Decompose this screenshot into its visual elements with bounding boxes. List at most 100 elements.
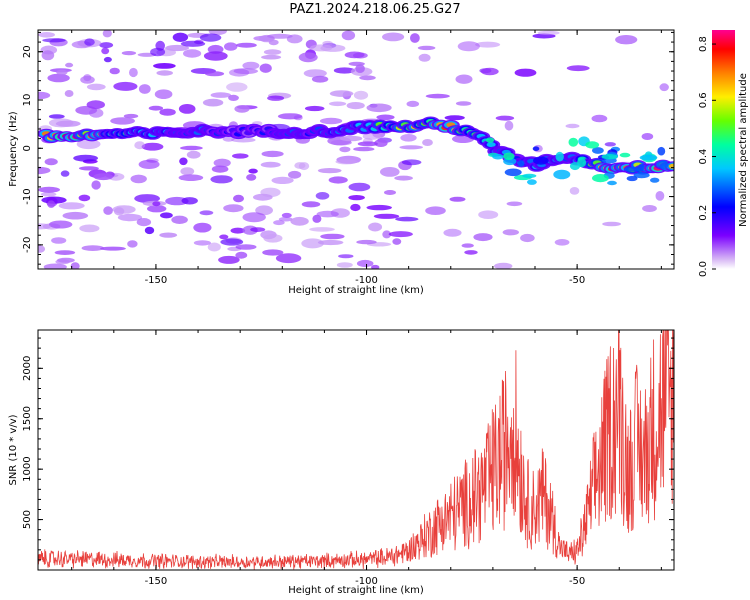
spectrogram-noise-blob <box>400 134 417 142</box>
spectrogram-noise-blob <box>261 54 282 60</box>
y-tick-label: -10 <box>22 188 33 204</box>
snr-series-line <box>38 330 674 570</box>
colorbar-ticks: 0.0 0.2 0.4 0.6 0.8 <box>698 36 716 277</box>
spectrogram-noise-blob <box>388 231 413 238</box>
spectrogram-ridge-blob <box>485 137 495 143</box>
spectrogram-ridge-blob <box>527 179 537 185</box>
spectrogram-noise-blob <box>504 120 514 131</box>
spectrogram-noise-blob <box>298 52 318 63</box>
y-tick-label: -20 <box>22 237 33 253</box>
spectrogram-ridge-blob <box>626 175 638 182</box>
spectrogram-noise-blob <box>425 93 450 99</box>
spectrogram-noise-blob <box>422 139 433 146</box>
spectrogram-noise-blob <box>144 226 155 235</box>
spectrogram-noise-blob <box>180 145 203 151</box>
spectrogram-noise-blob <box>642 205 657 212</box>
spectrogram-noise-blob <box>335 159 358 165</box>
spectrogram-noise-blob <box>348 182 371 192</box>
spectrogram-noise-blob <box>235 244 257 250</box>
spectrogram-noise-blob <box>159 108 176 116</box>
spectrogram-noise-blob <box>180 40 206 47</box>
y-tick-label: 2000 <box>22 356 33 381</box>
spectrogram-noise-blob <box>410 33 420 43</box>
spectrogram-noise-blob <box>355 64 365 73</box>
spectrogram-noise-blob <box>193 240 211 246</box>
spectrogram-noise-blob <box>207 242 221 252</box>
spectrogram-noise-blob <box>154 89 173 99</box>
spectrogram-noise-blob <box>473 233 493 242</box>
spectrogram-noise-blob <box>506 201 523 207</box>
spectrogram-noise-blob <box>328 176 348 184</box>
spectrogram-noise-blob <box>172 32 189 42</box>
spectrogram-noise-blob <box>65 62 74 68</box>
spectrogram-noise-blob <box>202 98 224 107</box>
spectrogram-noise-blob <box>277 113 303 120</box>
spectrogram-noise-blob <box>152 201 161 207</box>
spectrogram-noise-blob <box>494 262 513 269</box>
spectrogram-noise-blob <box>141 142 164 151</box>
spectrogram-noise-blob <box>371 264 380 269</box>
spectrogram-noise-blob <box>113 81 138 91</box>
spectrogram-noise-blob <box>233 194 244 203</box>
spectrogram-noise-blob <box>148 105 164 111</box>
spectrogram-noise-blob <box>319 117 343 125</box>
spectrogram-noise-blob <box>641 133 654 140</box>
spectrogram-noise-blob <box>213 158 231 168</box>
snr-y-axis-label: SNR (10 * v/v) <box>8 414 19 485</box>
spectrogram-noise-blob <box>47 200 56 208</box>
spectrogram-noise-blob <box>376 114 395 121</box>
spectrogram-noise-blob <box>159 232 178 238</box>
spectrogram-ridge-blob <box>592 174 609 183</box>
spectrogram-noise-blob <box>353 52 368 59</box>
spectrogram-noise-blob <box>211 165 229 173</box>
spectrogram-noise-blob <box>56 69 68 76</box>
spectrogram-noise-blob <box>222 136 235 142</box>
spectrogram-noise-blob <box>100 246 126 251</box>
spectrogram-noise-blob <box>443 228 462 237</box>
spectrogram-noise-blob <box>43 263 67 269</box>
spectrogram-noise-blob <box>79 224 100 233</box>
spectrogram-noise-blob <box>219 234 229 240</box>
colorbar-tick-label: 0.6 <box>698 92 709 108</box>
spectrogram-noise-blob <box>480 67 499 76</box>
spectrogram-noise-blob <box>362 132 381 140</box>
spectrogram-noise-blob <box>417 45 436 51</box>
spectrogram-noise-blob <box>60 170 70 177</box>
spectrogram-noise-blob <box>317 168 342 174</box>
x-tick-label: -150 <box>145 275 168 286</box>
spectrogram-noise-blob <box>353 90 369 100</box>
spectrogram-x-ticks: -150 -100 -50 <box>71 30 662 286</box>
colorbar-tick-label: 0.8 <box>698 36 709 52</box>
x-tick-label: -50 <box>569 576 585 587</box>
spectrogram-noise-blob <box>181 197 198 205</box>
spectrogram-noise-blob <box>48 118 74 128</box>
spectrogram-noise-blob <box>320 233 345 240</box>
y-tick-label: 1000 <box>22 456 33 481</box>
spectrogram-noise-blob <box>348 195 365 201</box>
spectrogram-noise-blob <box>223 204 244 213</box>
spectrogram-noise-blob <box>232 153 249 159</box>
spectrogram-noise-blob <box>250 227 266 233</box>
spectrogram-noise-blob <box>199 210 214 216</box>
spectrogram-noise-blob <box>38 186 60 193</box>
colorbar-tick-label: 0.0 <box>698 261 709 277</box>
spectrogram-y-axis-label: Frequency (Hz) <box>8 111 19 187</box>
spectrogram-noise-blob <box>339 146 351 153</box>
spectrogram-y-ticks: -20 -10 0 10 20 <box>22 31 674 265</box>
spectrogram-noise-blob <box>357 141 378 147</box>
spectrogram-noise-blob <box>186 150 201 159</box>
spectrogram-noise-layer <box>38 30 669 269</box>
spectrogram-noise-blob <box>341 30 356 41</box>
spectrogram-noise-blob <box>246 174 257 181</box>
spectrogram-noise-blob <box>235 251 248 259</box>
spectrogram-noise-blob <box>271 176 294 184</box>
spectrogram-noise-blob <box>242 212 266 223</box>
spectrogram-noise-blob <box>288 170 302 179</box>
spectrogram-ridge-blob <box>639 154 658 161</box>
snr-panel: -150 -100 -50 500 1000 1500 2000 Height of st… <box>8 329 675 596</box>
spectrogram-noise-blob <box>281 212 292 218</box>
spectrogram-noise-blob <box>40 192 57 197</box>
spectrogram-noise-blob <box>134 194 161 203</box>
spectrogram-noise-blob <box>655 191 665 201</box>
